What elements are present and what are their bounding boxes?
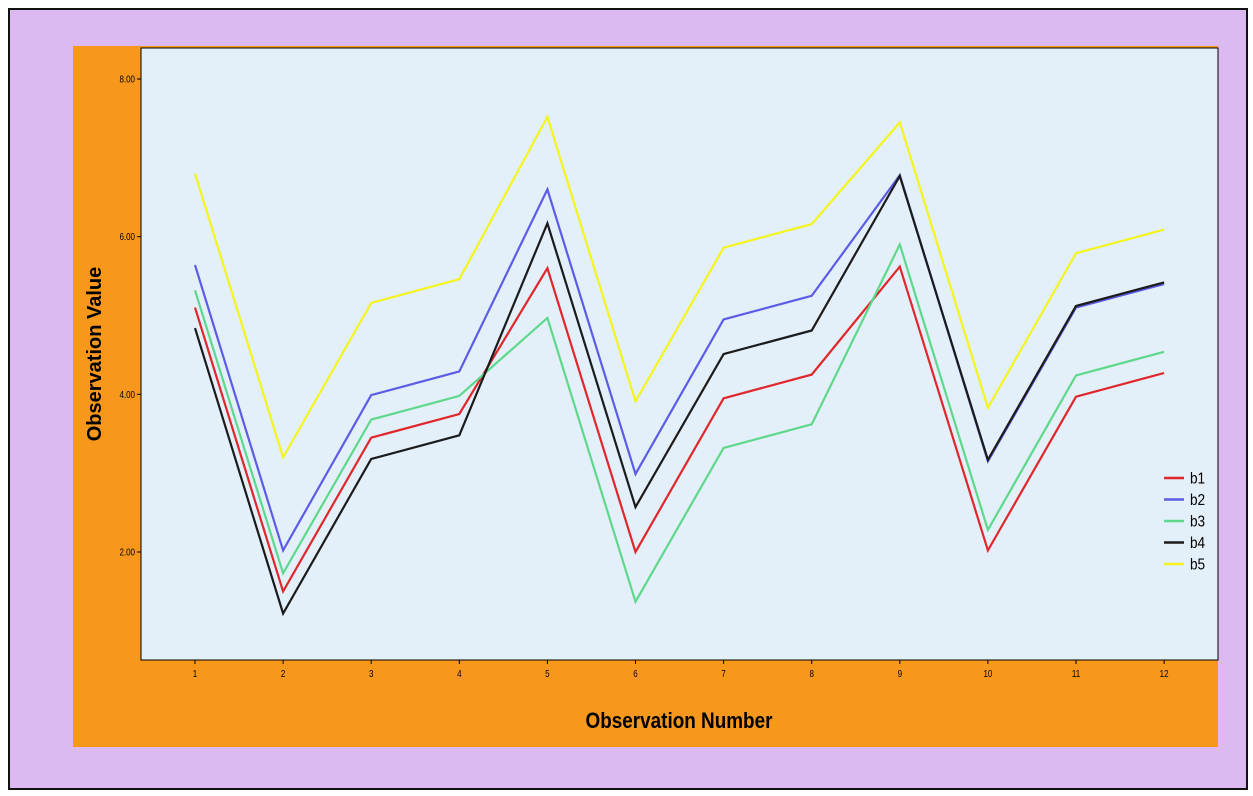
x-tick-label: 6 <box>633 668 637 679</box>
line-chart: 2.004.006.008.00 1 2 3 4 5 6 7 8 9 10 11 12 Observa… <box>10 10 1246 788</box>
series-line-b5 <box>193 113 1165 461</box>
x-axis-ticks: 1 2 3 4 5 6 7 8 9 10 11 12 <box>193 660 1169 679</box>
legend-item-b3: b3 <box>1164 514 1205 531</box>
series-line-b3 <box>193 241 1165 605</box>
y-tick-label: 4.00 <box>119 389 135 400</box>
legend-item-b2: b2 <box>1164 492 1205 509</box>
series-line-b1 <box>193 264 1165 595</box>
legend-label: b5 <box>1190 557 1205 574</box>
y-tick-label: 8.00 <box>119 74 135 85</box>
chart-frame: 2.00 4.00 6.00 8.00 1 2 3 4 5 6 7 8 9 10 11 12 Observa… <box>8 8 1248 790</box>
y-tick-label: 6.00 <box>119 231 135 242</box>
series-line-b4 <box>193 173 1165 617</box>
legend-item-b1: b1 <box>1164 471 1205 488</box>
y-tick-label: 2.00 <box>119 547 135 558</box>
legend-label: b3 <box>1190 514 1205 531</box>
plot-area <box>140 47 1219 661</box>
legend-label: b4 <box>1190 535 1205 552</box>
x-tick-label: 10 <box>983 668 992 679</box>
x-tick-label: 1 <box>193 668 197 679</box>
x-tick-label: 2 <box>281 668 285 679</box>
x-tick-label: 8 <box>809 668 813 679</box>
x-axis-title: Observation Number <box>586 709 773 734</box>
y-axis-ticks: 2.00 4.00 6.00 8.00 <box>119 74 141 558</box>
x-tick-label: 12 <box>1160 668 1169 679</box>
x-tick-label: 7 <box>721 668 725 679</box>
x-tick-label: 3 <box>369 668 373 679</box>
x-tick-label: 11 <box>1072 668 1080 679</box>
x-tick-label: 4 <box>457 668 461 679</box>
legend-item-b4: b4 <box>1164 535 1205 552</box>
x-tick-label: 9 <box>898 668 902 679</box>
legend: b1 b2 b3 b4 b5 <box>1164 471 1205 574</box>
series-lines <box>193 113 1165 617</box>
legend-label: b2 <box>1190 492 1205 509</box>
x-tick-label: 5 <box>545 668 549 679</box>
legend-item-b5: b5 <box>1164 557 1205 574</box>
y-axis-title: Observation Value <box>84 267 106 442</box>
legend-label: b1 <box>1190 471 1205 488</box>
